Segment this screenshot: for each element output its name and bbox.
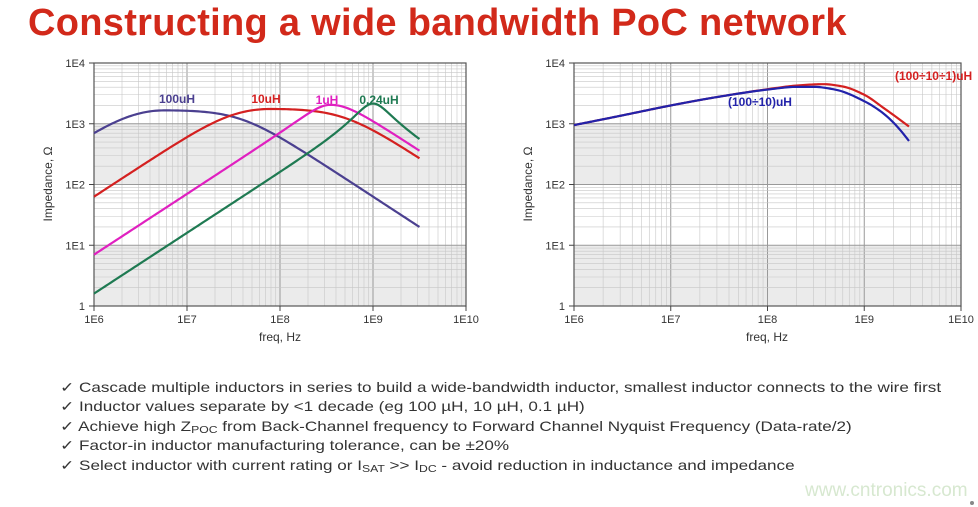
svg-text:1uH: 1uH: [316, 93, 339, 107]
svg-text:(100÷10)uH: (100÷10)uH: [728, 95, 792, 109]
svg-text:Impedance, Ω: Impedance, Ω: [521, 146, 535, 221]
svg-text:1E2: 1E2: [545, 180, 565, 192]
svg-text:1E6: 1E6: [84, 314, 104, 326]
svg-text:1E1: 1E1: [65, 240, 85, 252]
svg-text:10uH: 10uH: [251, 92, 280, 106]
svg-text:1: 1: [79, 301, 85, 313]
svg-text:1: 1: [559, 301, 565, 313]
svg-text:Impedance, Ω: Impedance, Ω: [41, 146, 55, 221]
svg-text:1E8: 1E8: [270, 314, 290, 326]
svg-text:1E3: 1E3: [545, 119, 565, 131]
svg-text:1E8: 1E8: [758, 314, 778, 326]
svg-text:1E7: 1E7: [177, 314, 197, 326]
svg-text:1E6: 1E6: [564, 314, 584, 326]
svg-text:freq, Hz: freq, Hz: [746, 330, 788, 344]
svg-text:1E10: 1E10: [453, 314, 479, 326]
svg-text:(100÷10÷1)uH: (100÷10÷1)uH: [895, 69, 972, 83]
svg-text:1E1: 1E1: [545, 240, 565, 252]
svg-text:1E2: 1E2: [65, 180, 85, 192]
svg-text:1E7: 1E7: [661, 314, 681, 326]
svg-text:0.24uH: 0.24uH: [359, 93, 398, 107]
svg-text:1E4: 1E4: [65, 58, 85, 70]
svg-text:freq, Hz: freq, Hz: [259, 330, 301, 344]
svg-text:1E9: 1E9: [854, 314, 874, 326]
svg-text:1E3: 1E3: [65, 119, 85, 131]
svg-text:100uH: 100uH: [159, 92, 195, 106]
svg-text:1E10: 1E10: [948, 314, 974, 326]
svg-text:1E9: 1E9: [363, 314, 383, 326]
svg-text:1E4: 1E4: [545, 58, 565, 70]
